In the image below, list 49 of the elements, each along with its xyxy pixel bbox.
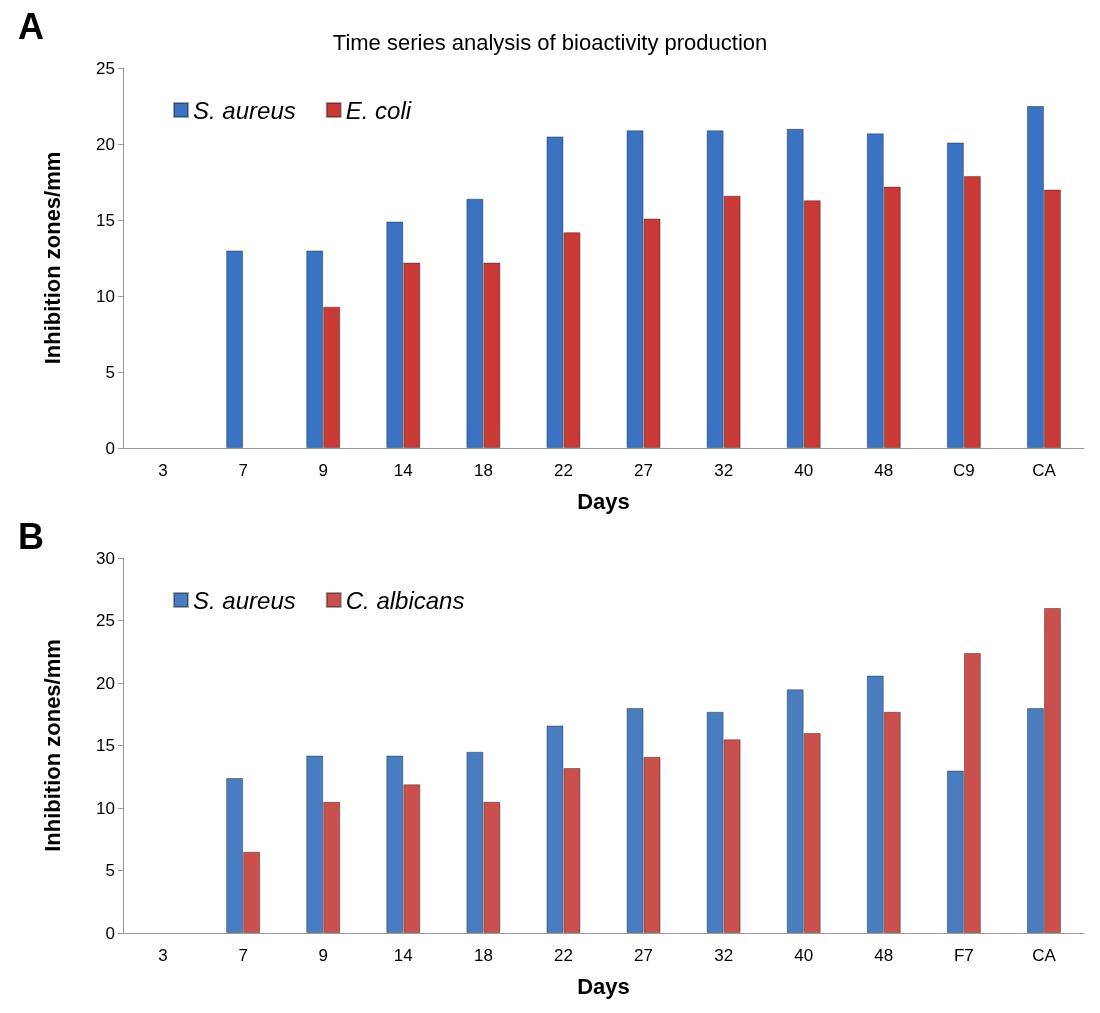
- x-tick-label: 14: [393, 946, 413, 965]
- x-tick-label: 32: [714, 461, 734, 480]
- y-tick-label: 0: [105, 438, 115, 458]
- x-tick-label: 3: [158, 946, 168, 965]
- x-tick-label: 32: [714, 946, 734, 965]
- y-tick-label: 15: [96, 210, 115, 230]
- y-tick-label: 25: [96, 58, 115, 78]
- bar: [226, 250, 244, 448]
- y-tick-label: 20: [96, 134, 115, 154]
- x-tick-label: 18: [473, 461, 493, 480]
- x-tick-label: 27: [634, 461, 653, 480]
- legend-label: S. aureus: [193, 586, 296, 614]
- x-tick-label: 40: [794, 461, 814, 480]
- text: A: [18, 5, 44, 47]
- y-tick-label: 5: [105, 861, 115, 880]
- x-tick-label: 18: [473, 946, 493, 965]
- x-tick-label: 3: [158, 461, 168, 480]
- x-tick-label: 14: [393, 461, 413, 480]
- legend-label: E. coli: [345, 96, 412, 124]
- x-tick-label: 22: [554, 946, 573, 965]
- x-axis-title: Days: [577, 488, 630, 514]
- x-tick-label: 22: [554, 461, 573, 480]
- text: B: [18, 515, 44, 557]
- legend-label: S. aureus: [193, 96, 296, 124]
- x-tick-label: 40: [794, 946, 814, 965]
- x-tick-label: CA: [1032, 461, 1057, 480]
- x-axis-title: Days: [577, 973, 630, 999]
- x-tick-label: 48: [874, 946, 894, 965]
- y-tick-label: 30: [96, 548, 115, 568]
- x-tick-label: 48: [874, 461, 894, 480]
- chart-title: Time series analysis of bioactivity production: [332, 29, 768, 55]
- x-tick-label: 27: [634, 946, 653, 965]
- x-tick-label: 9: [318, 946, 328, 965]
- y-tick-label: 15: [96, 736, 115, 755]
- y-tick-label: 10: [96, 286, 115, 306]
- x-tick-label: C9: [953, 461, 975, 480]
- x-tick-label: 9: [318, 461, 328, 480]
- y-tick-label: 10: [96, 798, 115, 818]
- x-tick-label: CA: [1032, 946, 1057, 965]
- x-tick-label: 7: [238, 461, 248, 480]
- y-tick-label: 25: [96, 611, 115, 630]
- y-tick-label: 5: [105, 362, 115, 382]
- legend-label: C. albicans: [345, 586, 465, 614]
- y-axis-title: Inhibition zones/mm: [39, 151, 65, 365]
- y-axis-title: Inhibition zones/mm: [39, 639, 65, 852]
- y-tick-label: 0: [105, 923, 115, 943]
- y-tick-label: 20: [96, 673, 115, 693]
- x-tick-label: F7: [953, 946, 974, 965]
- x-tick-label: 7: [238, 946, 248, 965]
